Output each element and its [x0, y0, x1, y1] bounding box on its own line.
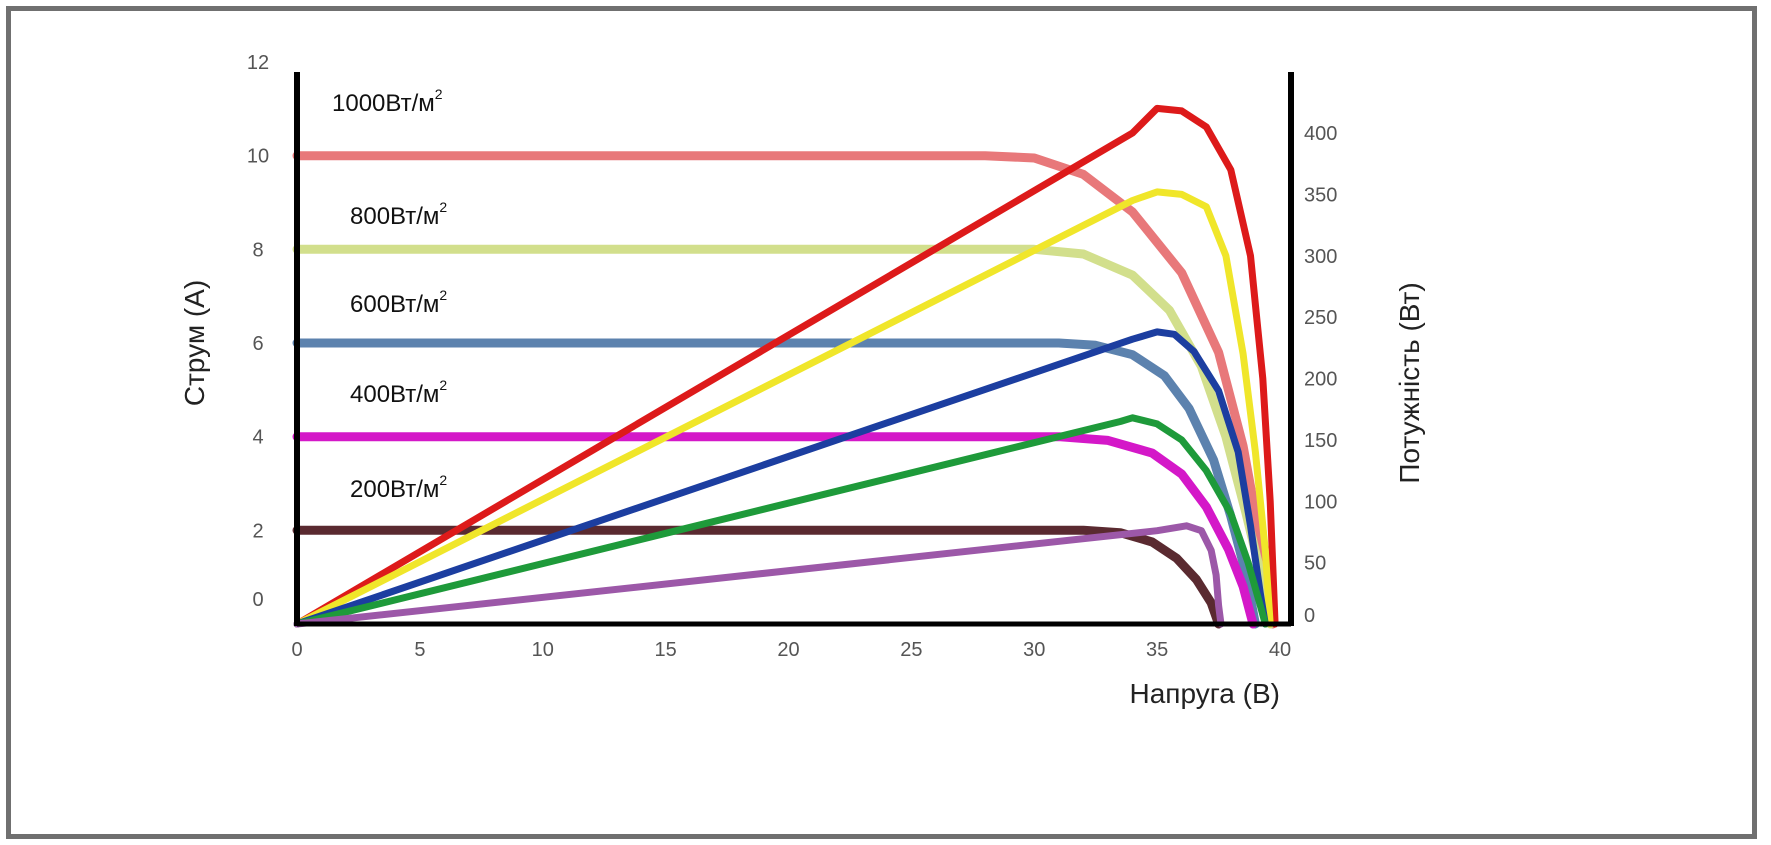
current-curve-3: [292, 432, 1258, 629]
right-tick-label: 350: [1304, 184, 1337, 206]
current-curve-4: [292, 525, 1224, 629]
irradiance-label: 1000Вт/м2: [332, 86, 443, 117]
left-tick-label: 10: [247, 146, 269, 168]
right-tick-label: 250: [1304, 307, 1337, 329]
power-curves: [293, 104, 1279, 628]
right-y-axis-label: Потужність (Вт): [1394, 282, 1425, 483]
x-tick-label: 30: [1023, 639, 1045, 661]
left-y-axis-label: Струм (А): [179, 280, 210, 406]
power-curve-0: [293, 104, 1279, 628]
left-tick-label: 6: [252, 333, 263, 355]
x-tick-label: 25: [900, 639, 922, 661]
right-tick-label: 50: [1304, 553, 1326, 575]
power-curve-4: [293, 522, 1225, 628]
power-curve-2: [293, 328, 1269, 628]
irradiance-labels: 1000Вт/м2 800Вт/м2 600Вт/м2 400Вт/м2 200Вт/м…: [332, 86, 447, 503]
left-tick-label: 0: [252, 589, 263, 611]
left-tick-label: 4: [252, 427, 263, 449]
x-tick-label: 20: [777, 639, 799, 661]
right-tick-label: 100: [1304, 491, 1337, 513]
x-tick-label: 35: [1146, 639, 1168, 661]
left-tick-label: 2: [252, 520, 263, 542]
left-tick-labels: 0 2 4 6 8 10 12: [247, 52, 269, 611]
right-tick-label: 300: [1304, 246, 1337, 268]
current-curve-0: [292, 151, 1278, 629]
x-axis-label: Напруга (В): [1130, 678, 1281, 709]
x-tick-label: 40: [1269, 639, 1291, 661]
right-tick-label: 400: [1304, 123, 1337, 145]
right-tick-label: 150: [1304, 430, 1337, 452]
left-tick-label: 8: [252, 239, 263, 261]
x-tick-label: 10: [532, 639, 554, 661]
x-tick-label: 5: [414, 639, 425, 661]
irradiance-label: 800Вт/м2: [350, 199, 447, 230]
x-tick-label: 0: [291, 639, 302, 661]
irradiance-label: 600Вт/м2: [350, 287, 447, 318]
right-tick-label: 0: [1304, 605, 1315, 627]
power-curve-3: [293, 414, 1269, 628]
power-curve-1: [293, 188, 1274, 628]
irradiance-label: 400Вт/м2: [350, 377, 447, 408]
x-tick-labels: 0 5 10 15 20 25 30 35 40: [291, 639, 1291, 661]
left-tick-label: 12: [247, 52, 269, 74]
right-tick-labels: 0 50 100 150 200 250 300 350 400: [1304, 123, 1337, 627]
chart-frame: [6, 6, 1757, 839]
right-tick-label: 200: [1304, 369, 1337, 391]
x-tick-label: 15: [655, 639, 677, 661]
irradiance-label: 200Вт/м2: [350, 472, 447, 503]
